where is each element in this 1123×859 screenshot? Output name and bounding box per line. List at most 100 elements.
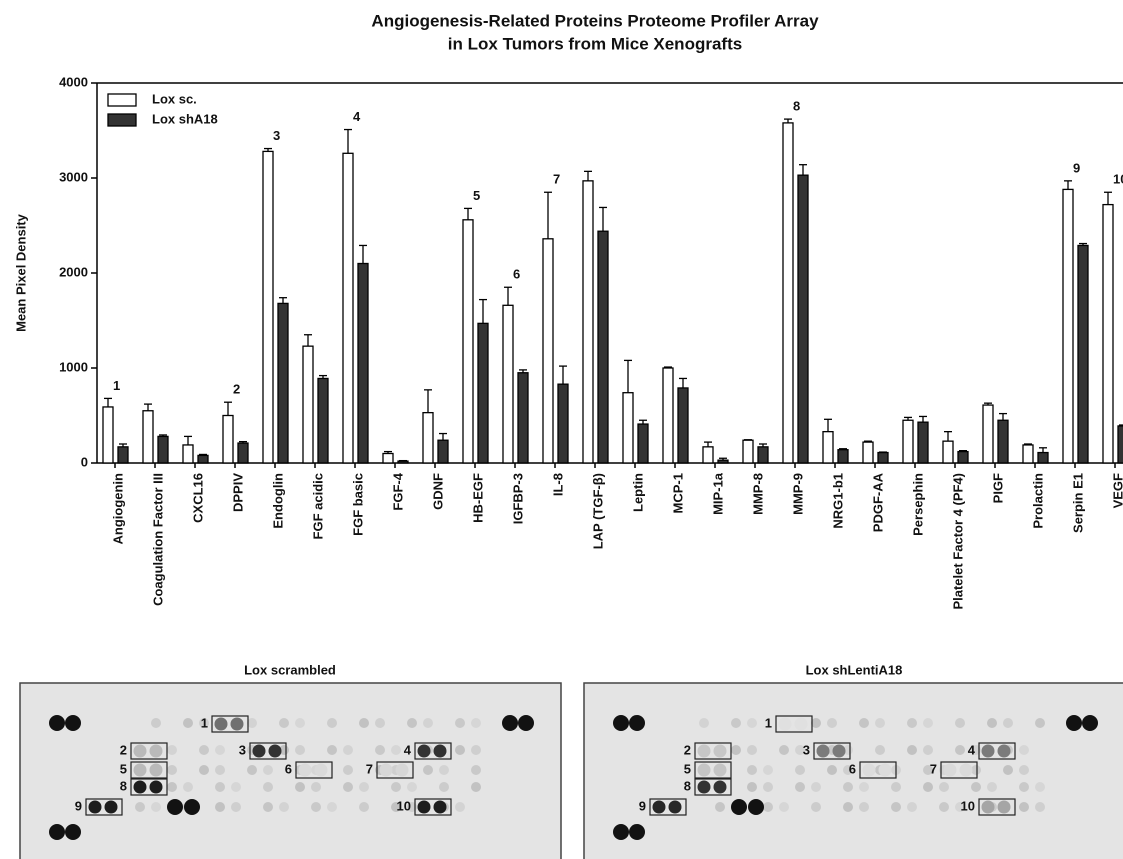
- annotation: 5: [473, 188, 480, 203]
- box-label: 4: [968, 742, 976, 757]
- blot-spot: [407, 782, 417, 792]
- reference-spot: [65, 824, 81, 840]
- blot-spot: [875, 718, 885, 728]
- blot-spot: [439, 782, 449, 792]
- blot-spot: [150, 781, 163, 794]
- bar: [558, 384, 568, 463]
- blot-spot: [955, 745, 965, 755]
- reference-spot: [167, 799, 183, 815]
- bar: [703, 447, 713, 463]
- blot-spot: [747, 765, 757, 775]
- blot-title: Lox shLentiA18: [806, 662, 903, 677]
- annotation: 3: [273, 128, 280, 143]
- blot-spot: [263, 765, 273, 775]
- box-label: 7: [366, 761, 373, 776]
- blot-spot: [714, 745, 727, 758]
- blot-spot: [311, 802, 321, 812]
- blot-spot: [434, 801, 447, 814]
- blot-spot: [199, 765, 209, 775]
- bar: [183, 445, 193, 463]
- reference-spot: [748, 799, 764, 815]
- bar: [263, 151, 273, 463]
- y-tick-label: 0: [81, 454, 88, 469]
- annotation: 2: [233, 382, 240, 397]
- blot-spot: [747, 745, 757, 755]
- blot-spot: [215, 745, 225, 755]
- x-tick-label: IGFBP-3: [510, 473, 525, 524]
- blot-spot: [215, 718, 228, 731]
- x-tick-label: PDGF-AA: [870, 472, 885, 532]
- blot-spot: [653, 801, 666, 814]
- x-tick-label: DPPIV: [230, 473, 245, 512]
- blot-spot: [891, 802, 901, 812]
- blot-spot: [327, 718, 337, 728]
- blot-spot: [747, 718, 757, 728]
- blot-spot: [418, 801, 431, 814]
- blot-spot: [1019, 745, 1029, 755]
- x-tick-label: PIGF: [990, 473, 1005, 503]
- box-label: 3: [803, 742, 810, 757]
- x-tick-label: Coagulation Factor III: [150, 473, 165, 606]
- bar: [638, 424, 648, 463]
- box-label: 1: [201, 715, 208, 730]
- box-label: 9: [75, 798, 82, 813]
- blot-spot: [295, 718, 305, 728]
- blot-spot: [939, 802, 949, 812]
- bar: [998, 420, 1008, 463]
- blot-spot: [1035, 802, 1045, 812]
- blot-spot: [455, 745, 465, 755]
- blot-spot: [891, 782, 901, 792]
- box-label: 4: [404, 742, 412, 757]
- blot-spot: [875, 745, 885, 755]
- blot-spot: [795, 782, 805, 792]
- blot-spot: [150, 745, 163, 758]
- reference-spot: [613, 715, 629, 731]
- bar: [838, 450, 848, 463]
- reference-spot: [49, 715, 65, 731]
- reference-spot: [65, 715, 81, 731]
- blot-spot: [183, 718, 193, 728]
- blot-spot: [151, 718, 161, 728]
- blot-spot: [105, 801, 118, 814]
- blot-spot: [714, 764, 727, 777]
- blot-spot: [879, 764, 892, 777]
- blot-spot: [311, 782, 321, 792]
- blot-spot: [471, 782, 481, 792]
- blot-spot: [423, 718, 433, 728]
- blot-spot: [471, 765, 481, 775]
- blot-spot: [859, 802, 869, 812]
- blot-spot: [863, 764, 876, 777]
- box-label: 7: [930, 761, 937, 776]
- bar: [1038, 453, 1048, 463]
- blot-spot: [1019, 765, 1029, 775]
- reference-spot: [1066, 715, 1082, 731]
- blot-spot: [295, 745, 305, 755]
- blot-spot: [215, 802, 225, 812]
- blot-spot: [1035, 782, 1045, 792]
- blot-title: Lox scrambled: [244, 662, 336, 677]
- blot-spot: [418, 745, 431, 758]
- reference-spot: [49, 824, 65, 840]
- x-tick-label: LAP (TGF-β): [590, 473, 605, 549]
- box-label: 9: [639, 798, 646, 813]
- blot-spot: [731, 718, 741, 728]
- blot-spot: [247, 765, 257, 775]
- bar: [398, 461, 408, 463]
- x-tick-label: FGF acidic: [310, 473, 325, 539]
- blot-spot: [295, 782, 305, 792]
- bar: [678, 388, 688, 463]
- blot-spot: [1003, 718, 1013, 728]
- blot-spot: [907, 718, 917, 728]
- blot-spot: [998, 801, 1011, 814]
- blot-spot: [960, 764, 973, 777]
- blot-spot: [907, 745, 917, 755]
- blot-spot: [779, 802, 789, 812]
- bar: [103, 407, 113, 463]
- bar: [958, 452, 968, 463]
- y-tick-label: 3000: [59, 169, 88, 184]
- x-tick-label: Leptin: [630, 473, 645, 512]
- blot-spot: [714, 781, 727, 794]
- reference-spot: [629, 715, 645, 731]
- annotation: 1: [113, 378, 120, 393]
